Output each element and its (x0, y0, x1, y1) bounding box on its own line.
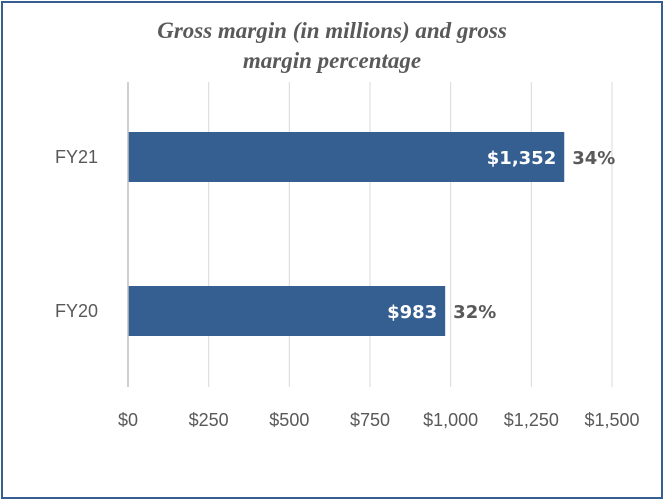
bar-fy21 (128, 132, 565, 182)
x-tick-label: $250 (189, 410, 229, 430)
gridlines (208, 82, 613, 387)
x-tick-label: $1,000 (423, 410, 478, 430)
bar-value-label: $1,352 (487, 148, 556, 169)
bars (128, 132, 565, 336)
category-label: FY20 (55, 301, 98, 321)
x-tick-label: $1,500 (584, 410, 639, 430)
chart-title-line-1: Gross margin (in millions) and gross (157, 18, 507, 43)
chart-title-line-2: margin percentage (242, 48, 422, 73)
bar-value-label: $983 (387, 302, 437, 323)
bar-percent-label: 34% (572, 148, 615, 169)
x-tick-label: $0 (118, 410, 138, 430)
bar-fy20 (128, 286, 446, 336)
category-label: FY21 (55, 147, 98, 167)
x-tick-label: $750 (350, 410, 390, 430)
x-tick-label: $1,250 (504, 410, 559, 430)
x-tick-label: $500 (269, 410, 309, 430)
bar-percent-label: 32% (453, 302, 496, 323)
labels: $0 $250 $500 $750 $1,000 $1,250 $1,500 FY21 $1,3… (55, 147, 640, 430)
chart-title: Gross margin (in millions) and gross mar… (0, 16, 664, 76)
